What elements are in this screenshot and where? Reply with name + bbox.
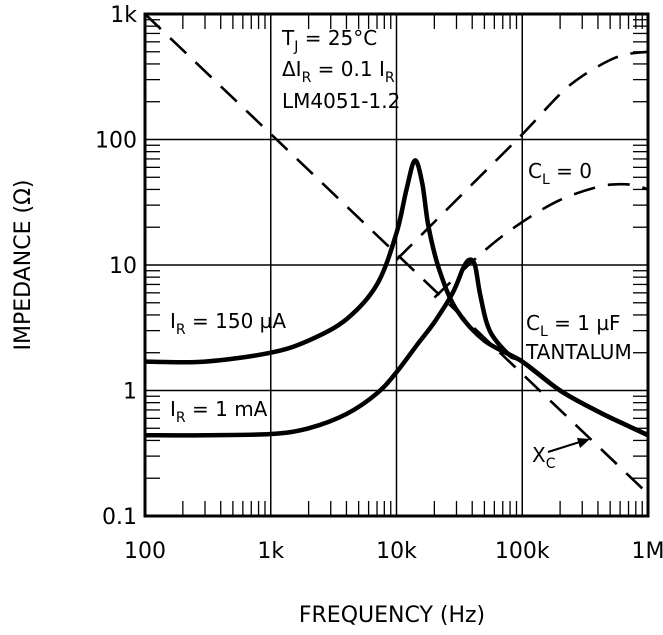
cl1-label: CL = 1 µF	[526, 311, 621, 340]
tantalum-label: TANTALUM	[525, 340, 632, 364]
ir150-label: IR = 150 µA	[170, 309, 286, 338]
cl0-label: CL = 0	[528, 159, 592, 188]
xc-label: XC	[532, 443, 556, 472]
y-tick-label: 1k	[110, 3, 137, 28]
series-layer	[144, 13, 649, 495]
y-tick-label: 100	[95, 129, 137, 154]
y-tick-label: 1	[123, 380, 137, 405]
y-tick-label: 0.1	[102, 505, 137, 530]
x-axis-label: FREQUENCY (Hz)	[299, 603, 485, 628]
x-tick-label: 1k	[257, 539, 284, 564]
y-axis-label: IMPEDANCE (Ω)	[11, 180, 36, 351]
conditions-annotation: TJ = 25°C ΔIR = 0.1 IR LM4051-1.2	[281, 26, 400, 113]
y-tick-label: 10	[109, 254, 137, 279]
tick-labels: 100 1k 10k 100k 1M 0.1 1 10 100 1k	[95, 3, 663, 564]
xc-arrow	[547, 438, 590, 453]
part-number-label: LM4051-1.2	[282, 89, 400, 113]
x-tick-label: 100k	[495, 539, 550, 564]
x-tick-label: 1M	[632, 539, 663, 564]
delta-ir-label: ΔIR = 0.1 IR	[282, 57, 395, 86]
tj-label: TJ = 25°C	[281, 26, 377, 55]
x-tick-label: 10k	[376, 539, 417, 564]
ir1-label: IR = 1 mA	[170, 397, 268, 426]
series-line-3	[433, 182, 649, 299]
minor-ticks	[145, 14, 648, 516]
series-line-2	[395, 50, 649, 261]
plot-frame	[143, 12, 650, 518]
series-line-1	[144, 257, 649, 438]
x-tick-label: 100	[124, 539, 166, 564]
